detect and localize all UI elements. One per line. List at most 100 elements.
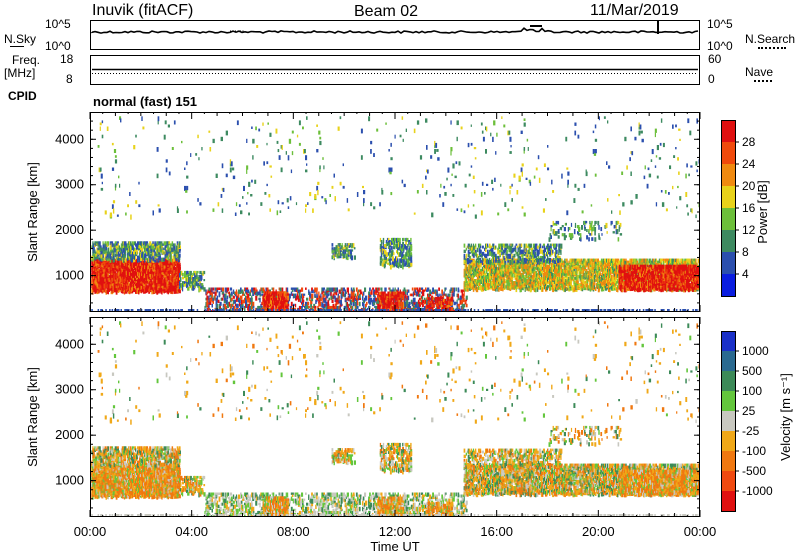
power-cell — [545, 279, 547, 283]
power-cell — [110, 273, 112, 278]
power-cell — [185, 277, 187, 282]
power-cell — [490, 266, 493, 271]
power-cell — [125, 281, 128, 284]
power-cell — [564, 287, 566, 293]
power-cell — [395, 291, 397, 295]
power-cell — [450, 287, 453, 291]
power-cell — [180, 277, 182, 282]
power-cell — [364, 287, 367, 292]
power-cell — [339, 255, 342, 259]
power-cell — [265, 287, 267, 293]
power-cell — [124, 241, 127, 246]
power-cell — [167, 275, 169, 280]
power-cell — [263, 293, 266, 297]
power-cell — [458, 307, 461, 312]
power-cell — [360, 291, 363, 295]
power-cell — [569, 272, 572, 276]
power-cell — [522, 283, 525, 288]
power-cell — [399, 299, 401, 304]
power-cell — [409, 252, 412, 257]
power-cell — [477, 266, 480, 270]
power-cell — [494, 277, 496, 282]
power-cell — [143, 277, 145, 282]
power-cell — [212, 287, 215, 291]
power-cell — [315, 299, 317, 304]
power-cell — [112, 277, 115, 281]
power-cell — [566, 260, 568, 266]
power-cell — [284, 303, 286, 309]
power-cell — [476, 279, 479, 284]
power-cell — [409, 248, 412, 252]
power-cell — [548, 272, 550, 278]
power-cell — [166, 269, 168, 274]
power-cell — [466, 283, 469, 288]
power-cell — [143, 285, 146, 290]
power-cell — [380, 256, 383, 261]
power-cell — [421, 303, 424, 308]
power-cell — [241, 295, 243, 299]
power-cell — [476, 277, 479, 280]
power-cell — [513, 287, 516, 290]
power-cell — [92, 281, 94, 284]
power-cell — [248, 307, 250, 312]
power-cell — [312, 305, 314, 309]
power-cell — [475, 279, 478, 283]
power-cell — [495, 287, 497, 292]
power-cell — [232, 305, 235, 311]
power-cell — [421, 299, 425, 304]
power-cell — [386, 293, 388, 296]
power-cell — [429, 307, 431, 312]
power-cell — [129, 245, 132, 251]
power-cell — [539, 268, 543, 272]
power-cell — [525, 275, 528, 279]
power-cell — [161, 262, 163, 268]
power-cell — [441, 289, 443, 294]
power-cell — [363, 291, 365, 296]
power-cell — [342, 247, 345, 250]
power-cell — [533, 287, 535, 292]
power-cell — [410, 299, 413, 305]
power-cell — [357, 289, 360, 293]
power-cell — [540, 270, 543, 274]
power-cell — [401, 244, 403, 249]
power-cell — [91, 287, 93, 291]
power-cell — [508, 285, 510, 290]
power-cell — [428, 296, 430, 302]
power-cell — [479, 264, 482, 268]
power-cell — [144, 255, 146, 261]
power-cell — [152, 247, 155, 252]
power-cell — [336, 305, 339, 311]
power-cell — [373, 289, 376, 293]
power-cell — [470, 285, 472, 289]
power-cell — [276, 307, 278, 312]
power-cell — [177, 245, 180, 251]
power-cell — [429, 289, 432, 294]
power-cell — [543, 285, 546, 290]
power-cell — [331, 287, 334, 292]
power-cell — [147, 271, 149, 276]
power-cell — [466, 266, 469, 272]
power-cell — [331, 243, 334, 247]
power-cell — [275, 293, 278, 299]
power-cell — [568, 287, 571, 292]
power-cell — [125, 260, 128, 266]
power-cell — [173, 277, 176, 283]
power-cell — [121, 251, 124, 256]
power-cell — [130, 275, 133, 279]
power-cell — [462, 297, 465, 302]
power-cell — [416, 305, 419, 311]
power-cell — [235, 297, 238, 302]
power-cell — [437, 307, 440, 311]
power-cell — [129, 253, 132, 257]
power-cell — [234, 291, 237, 295]
power-cell — [203, 270, 206, 275]
power-cell — [473, 279, 476, 282]
power-cell — [177, 265, 180, 270]
power-cell — [524, 270, 526, 274]
power-cell — [345, 253, 349, 256]
power-cell — [171, 251, 174, 254]
power-cell — [385, 242, 388, 247]
power-cell — [499, 275, 502, 279]
power-cell — [545, 270, 547, 276]
power-cell — [399, 242, 401, 246]
